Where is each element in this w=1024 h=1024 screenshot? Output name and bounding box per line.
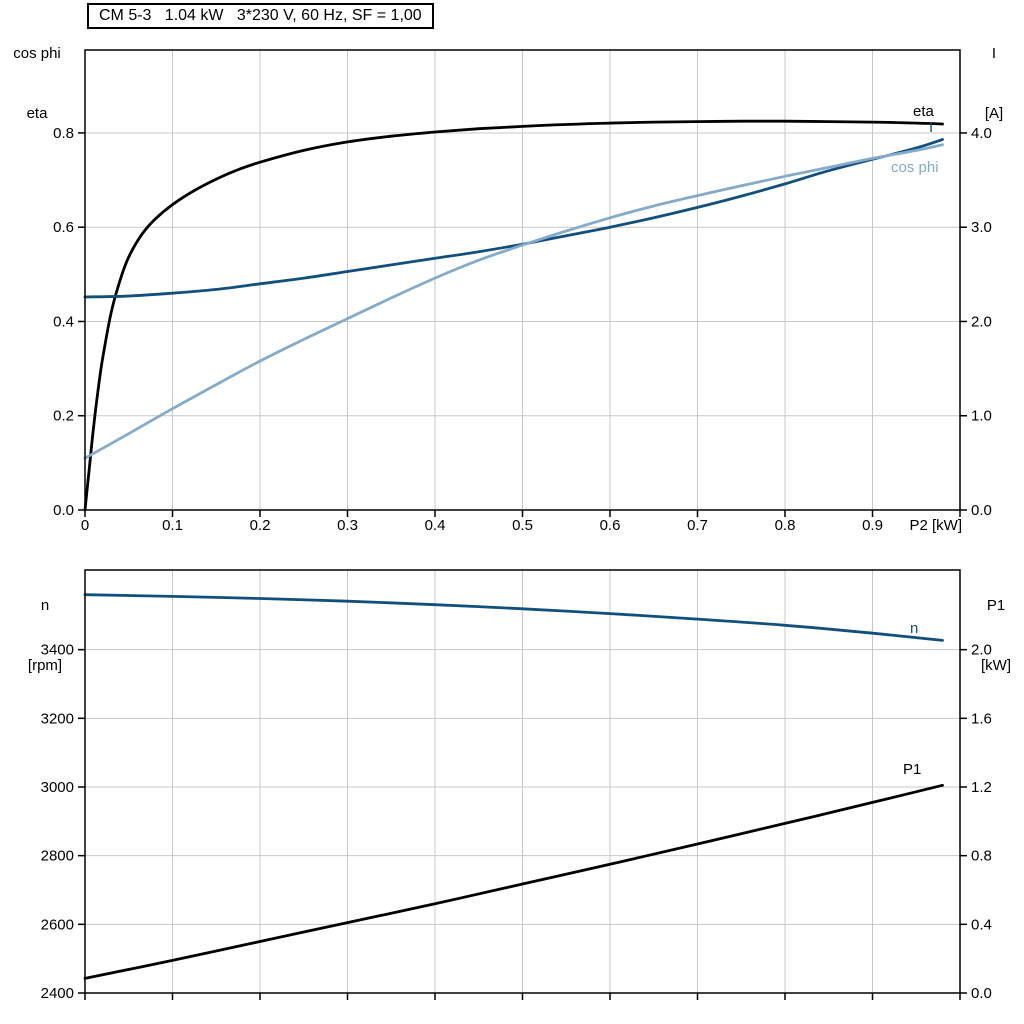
y-left-tick-label: 2800 <box>41 848 74 865</box>
y-left-tick-label: 2600 <box>41 916 74 933</box>
curve-label-current: I <box>929 119 933 136</box>
top-left-axis-title: cos phi eta <box>5 4 69 164</box>
chart-title-box: CM 5-3 1.04 kW 3*230 V, 60 Hz, SF = 1,00 <box>87 3 434 29</box>
x-tick-label: 0.5 <box>512 517 533 534</box>
y-right-tick-label: 0.0 <box>971 502 992 519</box>
y-left-tick-label: 3400 <box>41 642 74 659</box>
y-right-tick-label: 2.0 <box>971 642 992 659</box>
y-left-tick-label: 3000 <box>41 779 74 796</box>
curve-current <box>83 138 944 299</box>
y-right-tick-label: 1.2 <box>971 779 992 796</box>
y-right-tick-label: 4.0 <box>971 125 992 142</box>
x-tick-label: 0.2 <box>250 517 271 534</box>
axis-title-p1: P1 <box>986 597 1006 614</box>
axis-title-speed-unit: [rpm] <box>27 657 63 674</box>
y-left-tick-label: 0.8 <box>53 125 74 142</box>
x-tick-label: 0.3 <box>337 517 358 534</box>
x-tick-label: 0.9 <box>862 517 883 534</box>
curve-p1 <box>83 783 944 980</box>
y-right-tick-label: 3.0 <box>971 219 992 236</box>
x-tick-label: 0.4 <box>425 517 446 534</box>
curve-label-p1: P1 <box>903 761 921 778</box>
y-left-tick-label: 3200 <box>41 710 74 727</box>
axis-title-speed: n <box>40 597 50 614</box>
y-left-tick-label: 0.0 <box>53 502 74 519</box>
y-right-tick-label: 1.6 <box>971 710 992 727</box>
y-left-tick-label: 0.4 <box>53 313 74 330</box>
x-tick-label: 0 <box>81 517 89 534</box>
curve-label-cos_phi: cos phi <box>891 159 939 176</box>
y-left-tick-label: 0.2 <box>53 408 74 425</box>
axis-title-current-unit: [A] <box>984 105 1004 122</box>
curve-label-speed: n <box>910 620 918 637</box>
axis-title-p1-unit: [kW] <box>981 657 1011 674</box>
curve-eta <box>83 119 944 512</box>
chart-title: CM 5-3 1.04 kW 3*230 V, 60 Hz, SF = 1,00 <box>99 7 422 24</box>
top-right-axis-title: I [A] <box>970 4 1018 164</box>
x-tick-label: 0.1 <box>162 517 183 534</box>
axis-title-current: I <box>991 45 997 62</box>
x-tick-label: 0.7 <box>687 517 708 534</box>
bottom-right-axis-title: P1 [kW] <box>970 556 1022 716</box>
y-left-tick-label: 2400 <box>41 985 74 1002</box>
x-axis-unit-label: P2 [kW] <box>909 517 962 534</box>
curve-label-eta: eta <box>913 103 935 120</box>
y-right-tick-label: 0.0 <box>971 985 992 1002</box>
bottom-left-axis-title: n [rpm] <box>14 556 76 716</box>
x-tick-label: 0.6 <box>600 517 621 534</box>
axis-title-eta: eta <box>26 105 48 122</box>
y-right-tick-label: 0.4 <box>971 916 992 933</box>
x-tick-label: 0.8 <box>775 517 796 534</box>
axis-title-cos-phi: cos phi <box>13 45 61 62</box>
y-right-tick-label: 0.8 <box>971 848 992 865</box>
y-right-tick-label: 2.0 <box>971 313 992 330</box>
y-right-tick-label: 1.0 <box>971 408 992 425</box>
curve-speed <box>83 593 944 642</box>
y-left-tick-label: 0.6 <box>53 219 74 236</box>
curve-cos_phi <box>83 143 944 460</box>
